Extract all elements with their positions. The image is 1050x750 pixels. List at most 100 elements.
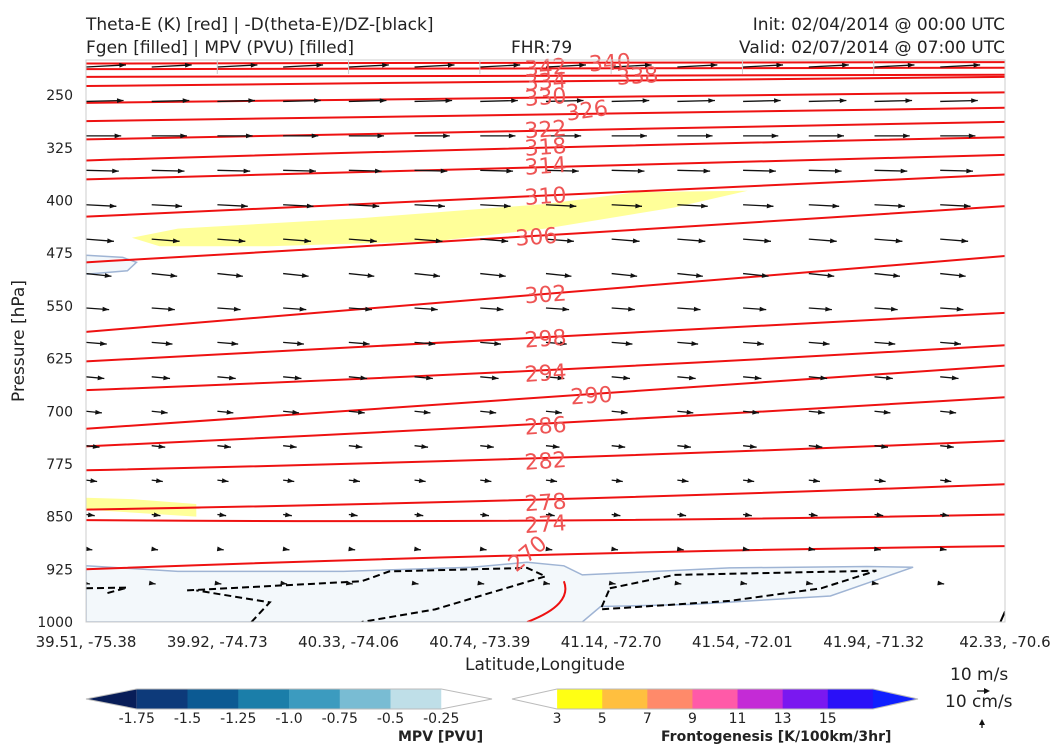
wind-vector-head — [482, 512, 489, 518]
wind-vector-head — [903, 133, 910, 139]
fgen-colorbar-tick-label: 11 — [729, 711, 747, 727]
wind-vector-head — [886, 375, 893, 381]
wind-vector-head — [555, 409, 562, 415]
wind-vector-head — [294, 375, 302, 381]
wind-vector-head — [513, 62, 521, 68]
wind-vector-head — [114, 133, 122, 139]
fgen-colorbar-swatch — [737, 689, 784, 709]
theta-e-contour-298 — [86, 311, 1005, 363]
wind-vector-head — [608, 580, 616, 586]
wind-vector-head — [311, 133, 319, 139]
wind-vector-head — [443, 133, 450, 139]
theta-e-label: 310 — [524, 183, 568, 211]
wind-vector-head — [973, 62, 981, 68]
wind-vector-head — [637, 168, 645, 174]
mpv-region-upper — [86, 254, 138, 276]
wind-vector-head — [613, 512, 621, 518]
wind-vector-head — [567, 238, 574, 244]
stability-contour-4 — [599, 569, 877, 611]
x-tick-label: 39.51, -75.38 — [36, 633, 137, 651]
theta-e-contour-338 — [86, 73, 1005, 78]
wind-vector-head — [951, 375, 959, 381]
wind-key-horizontal: 10 m/s — [950, 665, 1009, 685]
wind-vector-head — [625, 341, 633, 346]
wind-vector-head — [815, 444, 823, 449]
theta-e-contour-310 — [86, 173, 1005, 218]
wind-vector-head — [348, 546, 356, 552]
theta-e-contour-326 — [86, 106, 1005, 123]
wind-vector-head — [883, 409, 891, 415]
filled-fields — [86, 190, 914, 622]
mpv-colorbar-tick-label: -0.75 — [322, 711, 358, 727]
wind-vector-head — [170, 273, 178, 278]
theta-e-contour-282 — [86, 439, 1005, 472]
theta-e-contour-334 — [86, 75, 1005, 87]
wind-vector-head — [345, 580, 353, 586]
theta-e-label: 322 — [524, 116, 568, 144]
theta-e-contour-286 — [86, 396, 1005, 448]
stability-contour-1 — [86, 586, 128, 595]
wind-vector-head — [963, 203, 971, 209]
wind-vector-head — [825, 306, 832, 312]
wind-vector-head — [248, 98, 256, 104]
wind-vector-head — [747, 478, 755, 484]
wind-vector-head — [175, 203, 183, 209]
fgen-colorbar-label: Frontogenesis [K/100km/3hr] — [661, 729, 892, 745]
mpv-colorbar-swatch — [339, 689, 391, 709]
wind-vector-head — [90, 478, 98, 484]
wind-vector-head — [701, 203, 708, 209]
wind-vector-head — [893, 273, 900, 278]
wind-vector-head — [744, 512, 752, 518]
wind-vector-head — [119, 62, 126, 68]
wind-vector-head — [946, 444, 954, 449]
y-tick-label: 850 — [46, 510, 73, 526]
y-tick-label: 625 — [46, 352, 73, 368]
forecast-hour: FHR:79 — [511, 38, 573, 58]
wind-vector-head — [421, 444, 429, 449]
wind-vector-head — [834, 168, 842, 174]
theta-e-contour-342 — [86, 61, 1005, 65]
wind-vector-head — [484, 478, 492, 484]
wind-vector-head — [104, 273, 112, 278]
theta-e-label: 340 — [588, 50, 632, 78]
wind-vector-head — [820, 375, 828, 381]
wind-vector-head — [543, 580, 550, 586]
fgen-colorbar-outline — [511, 688, 919, 710]
theta-e-label: 286 — [524, 413, 568, 441]
wind-vector-head — [890, 306, 898, 312]
fgen-colorbar-tick-label: 3 — [553, 711, 562, 727]
theta-e-label: 338 — [616, 63, 660, 91]
fgen-colorbar-tick-label: 15 — [819, 711, 837, 727]
theta-e-label: 334 — [524, 69, 568, 97]
wind-vector-head — [370, 238, 377, 244]
wind-vector-head — [503, 203, 511, 209]
wind-vector-head — [547, 512, 555, 518]
y-axis-label: Pressure [hPa] — [9, 280, 29, 402]
wind-vector-head — [236, 273, 243, 278]
wind-vector-head — [365, 306, 372, 312]
wind-vector-head — [898, 203, 905, 209]
theta-e-contours — [86, 61, 1005, 622]
theta-e-label: 282 — [524, 448, 568, 476]
theta-e-contour-274 — [86, 513, 1005, 523]
wind-vector-head — [766, 203, 774, 209]
x-tick-label: 41.54, -72.01 — [692, 633, 793, 651]
y-tick-label: 775 — [46, 457, 73, 473]
wind-vector-head — [233, 306, 241, 312]
y-tick-label: 1000 — [37, 615, 73, 631]
wind-vector-head — [491, 375, 499, 381]
mpv-colorbar-swatch — [136, 689, 188, 709]
wind-vector-head — [92, 444, 100, 449]
theta-e-label: 326 — [565, 96, 610, 127]
mpv-colorbar-swatch — [390, 689, 442, 709]
wind-vector-head — [86, 581, 90, 585]
wind-vector-shaft — [348, 64, 389, 68]
wind-vector-head — [710, 62, 718, 68]
wind-vector-head — [764, 238, 771, 244]
wind-vector-head — [508, 133, 516, 139]
wind-vector-head — [752, 409, 760, 415]
fgen-colorbar-swatch — [647, 689, 693, 709]
wind-vector-head — [837, 133, 844, 139]
wind-vector-head — [301, 273, 309, 278]
fgen-colorbar-swatch — [602, 689, 648, 709]
